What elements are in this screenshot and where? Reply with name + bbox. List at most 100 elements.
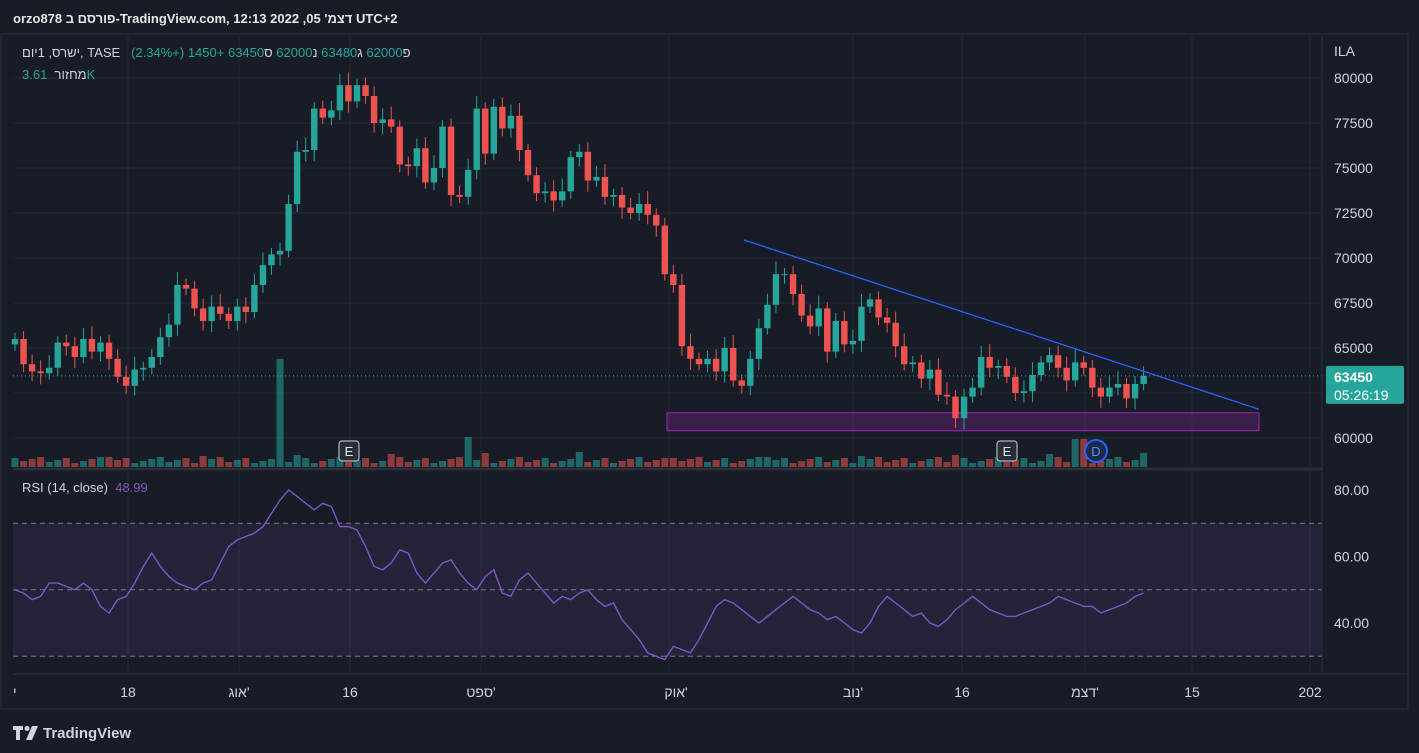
volume-bar — [311, 463, 318, 467]
open-value: 62000 — [366, 45, 402, 60]
candle — [226, 314, 232, 321]
candle — [157, 337, 163, 357]
candle — [354, 85, 360, 101]
volume-bar — [559, 461, 566, 467]
candle — [405, 164, 411, 166]
volume-bar — [781, 458, 788, 467]
price-tick: 65000 — [1334, 340, 1373, 356]
volume-bar — [969, 463, 976, 467]
volume-bar — [867, 459, 874, 467]
price-tick: 77500 — [1334, 115, 1373, 131]
time-label: אוג' — [228, 684, 249, 700]
volume-bar — [1029, 463, 1036, 467]
candle — [1115, 384, 1121, 388]
volume-bar — [379, 461, 386, 467]
candle — [884, 317, 890, 322]
volume-legend: מחזור 3.61K — [22, 67, 95, 82]
volume-bar — [1106, 459, 1113, 467]
candle — [1046, 355, 1052, 362]
candle — [739, 380, 745, 385]
candle — [234, 307, 240, 321]
volume-bar — [636, 457, 643, 467]
volume-bar — [54, 460, 61, 467]
volume-bar — [148, 459, 155, 467]
candle — [662, 226, 668, 275]
candle — [140, 368, 146, 370]
time-label: נוב' — [843, 684, 863, 700]
candle — [388, 119, 394, 126]
candle — [781, 274, 787, 275]
volume-bar — [371, 463, 378, 467]
volume-bar — [978, 461, 985, 467]
open-label: פ — [403, 45, 411, 60]
volume-bar — [20, 461, 27, 467]
rsi-tick: 60.00 — [1334, 549, 1369, 565]
candle — [790, 274, 796, 294]
countdown-label: 05:26:19 — [1334, 387, 1389, 403]
volume-bar — [918, 461, 925, 467]
time-label: ספט' — [466, 684, 495, 700]
volume-bar — [909, 463, 916, 467]
currency-label: ILA — [1334, 43, 1356, 59]
candle — [89, 339, 95, 352]
volume-bar — [191, 463, 198, 467]
candle — [362, 85, 368, 96]
candle — [439, 127, 445, 168]
volume-bar — [388, 454, 395, 467]
candle — [243, 307, 249, 312]
symbol-label[interactable]: ישרס, 1יום, TASE — [22, 45, 120, 60]
candle — [593, 177, 599, 181]
volume-bar — [567, 459, 574, 467]
volume-bar — [482, 453, 489, 467]
candle — [46, 368, 52, 373]
volume-bar — [841, 458, 848, 467]
volume-bar — [584, 462, 591, 467]
candle — [756, 328, 762, 359]
volume-bar — [764, 457, 771, 467]
volume-bar — [1072, 439, 1079, 467]
volume-bar — [490, 463, 497, 467]
time-label: אוק' — [664, 684, 687, 700]
volume-bar — [644, 462, 651, 467]
volume-bar — [362, 458, 369, 467]
volume-bar — [106, 457, 113, 467]
low-value: 62000 — [276, 45, 312, 60]
volume-bar — [849, 463, 856, 467]
earnings-marker: E — [345, 444, 354, 459]
volume-label[interactable]: מחזור — [55, 67, 87, 82]
volume-bar — [610, 463, 617, 467]
candle — [20, 339, 26, 364]
candle — [491, 107, 497, 154]
volume-bar — [755, 457, 762, 467]
volume-bar — [824, 462, 831, 467]
high-value: 63480 — [321, 45, 357, 60]
volume-bar — [328, 459, 335, 467]
candle — [311, 109, 317, 150]
candle — [456, 195, 462, 197]
candle — [1029, 375, 1035, 391]
candle — [670, 274, 676, 285]
candle — [337, 85, 343, 110]
volume-bar — [1055, 457, 1062, 467]
time-label: דצמ' — [1071, 684, 1099, 700]
candle — [97, 343, 103, 352]
candle — [174, 285, 180, 325]
candle — [568, 157, 574, 191]
candle — [499, 107, 505, 129]
earnings-marker: E — [1003, 444, 1012, 459]
candle — [448, 127, 454, 195]
candle — [200, 308, 206, 321]
volume-bar — [413, 460, 420, 467]
candle — [602, 177, 608, 197]
volume-bar — [798, 461, 805, 467]
volume-bar — [661, 458, 668, 467]
candle — [550, 191, 556, 200]
volume-bar — [277, 359, 284, 467]
candle — [798, 294, 804, 316]
volume-bar — [157, 457, 164, 467]
rsi-tick: 80.00 — [1334, 482, 1369, 498]
chart-canvas[interactable]: E E D ILA 80000 77500 75000 72500 70000 67500 6500… — [0, 0, 1419, 710]
tradingview-logo[interactable]: TradingView — [13, 724, 131, 742]
rsi-label[interactable]: RSI (14, close) — [22, 480, 108, 495]
candle — [431, 168, 437, 182]
